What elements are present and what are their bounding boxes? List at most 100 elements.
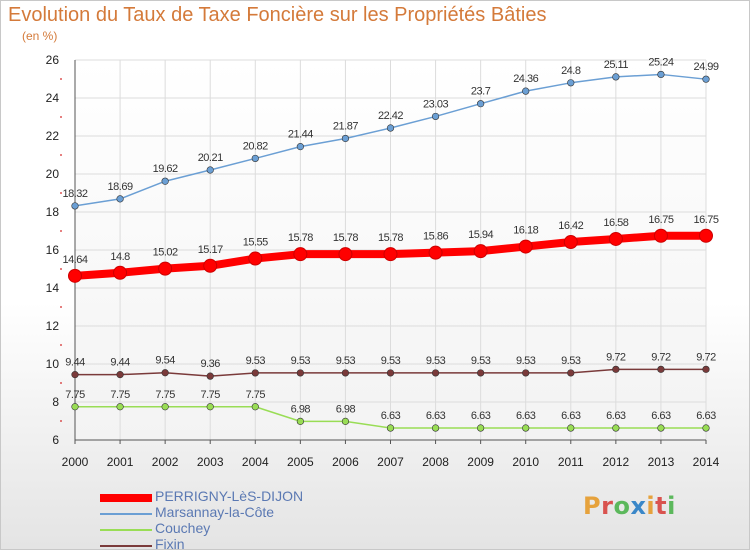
x-tick-label: 2011: [558, 455, 584, 469]
data-label: 6.63: [696, 410, 716, 422]
unit-label: (en %): [22, 29, 58, 43]
data-point: [203, 258, 218, 273]
x-tick-label: 2001: [107, 455, 134, 469]
x-tick-label: 2010: [512, 455, 539, 469]
data-point: [473, 244, 488, 259]
data-point: [386, 424, 395, 432]
legend-swatch: [100, 545, 152, 547]
y-tick-label: 22: [46, 129, 60, 143]
data-label: 20.82: [243, 140, 268, 152]
data-label: 9.53: [246, 355, 266, 367]
data-label: 6.63: [561, 410, 581, 422]
data-labels: 9.44 9.44 9.54 9.36 9.53 9.53 9.53 9.53 9.53 9.53…: [62, 56, 719, 422]
data-label: 18.69: [108, 181, 133, 193]
x-tick-label: 2007: [377, 455, 404, 469]
data-point: [251, 369, 259, 377]
data-label: 6.98: [336, 403, 356, 415]
data-point: [251, 403, 259, 411]
data-label: 15.17: [198, 244, 223, 256]
data-point: [296, 417, 304, 425]
data-point: [296, 143, 304, 151]
data-point: [567, 79, 575, 87]
data-point: [518, 239, 533, 254]
data-label: 9.44: [110, 357, 130, 369]
data-label: 15.55: [243, 237, 268, 249]
data-point: [477, 100, 485, 108]
data-label: 6.63: [426, 410, 446, 422]
data-point: [702, 424, 710, 432]
data-point: [477, 424, 485, 432]
data-point: [293, 247, 308, 262]
data-label: 7.75: [246, 389, 266, 401]
data-label: 9.53: [291, 355, 311, 367]
x-tick-label: 2014: [693, 455, 720, 469]
y-tick-label: 8: [52, 395, 59, 409]
data-label: 14.8: [110, 251, 130, 263]
data-label: 6.98: [291, 403, 311, 415]
data-label: 18.32: [62, 188, 87, 200]
y-tick-label: 26: [46, 53, 60, 67]
x-tick-label: 2005: [287, 455, 314, 469]
legend-swatch: [100, 494, 152, 502]
data-label: 19.62: [153, 163, 178, 175]
legend-label: Fixin: [155, 536, 185, 552]
data-label: 9.53: [561, 355, 581, 367]
x-tick-label: 2009: [467, 455, 494, 469]
legend-swatch: [100, 529, 152, 531]
y-tick-label: 20: [46, 167, 60, 181]
data-point: [251, 154, 259, 163]
data-point: [612, 424, 620, 432]
data-point: [341, 369, 350, 377]
data-point: [71, 202, 79, 210]
data-point: [248, 251, 263, 266]
data-label: 15.94: [468, 229, 493, 241]
data-label: 9.53: [336, 355, 356, 367]
y-tick-label: 6: [52, 433, 59, 447]
data-label: 16.18: [513, 225, 538, 237]
data-point: [68, 268, 82, 283]
data-label: 9.36: [201, 358, 221, 370]
data-label: 21.44: [288, 129, 313, 141]
y-tick-label: 12: [46, 319, 60, 333]
data-label: 15.78: [378, 232, 403, 244]
data-point: [567, 369, 575, 377]
data-point: [428, 245, 443, 260]
x-tick-label: 2006: [332, 455, 359, 469]
data-point: [702, 75, 710, 83]
data-label: 22.42: [378, 110, 403, 122]
data-point: [71, 371, 79, 379]
data-label: 16.75: [648, 214, 673, 226]
series-group: [68, 70, 713, 432]
x-tick-label: 2012: [603, 455, 630, 469]
data-point: [161, 369, 169, 377]
data-label: 7.75: [155, 389, 175, 401]
data-label: 6.63: [651, 410, 671, 422]
data-label: 25.11: [604, 59, 629, 71]
legend-label: Couchey: [155, 520, 211, 536]
data-label: 16.42: [558, 220, 583, 232]
data-point: [341, 417, 350, 425]
y-tick-label: 16: [46, 243, 60, 257]
data-label: 25.24: [648, 56, 673, 68]
data-point: [113, 265, 128, 280]
data-label: 15.78: [288, 232, 313, 244]
data-label: 20.21: [198, 152, 223, 164]
data-point: [612, 365, 620, 373]
data-label: 16.75: [693, 214, 718, 226]
data-label: 9.72: [651, 351, 671, 363]
y-tick-label: 24: [46, 91, 60, 105]
data-point: [341, 134, 350, 143]
data-label: 24.36: [513, 73, 538, 85]
data-label: 15.02: [153, 247, 178, 259]
data-point: [657, 70, 665, 79]
y-tick-label: 10: [46, 357, 60, 371]
data-point: [608, 231, 623, 246]
data-point: [522, 424, 530, 432]
data-label: 6.63: [471, 410, 491, 422]
data-label: 24.99: [693, 61, 718, 73]
data-label: 15.86: [423, 231, 448, 243]
data-point: [161, 177, 169, 185]
data-label: 23.03: [423, 98, 448, 110]
data-label: 6.63: [381, 410, 401, 422]
chart-title: Evolution du Taux de Taxe Foncière sur l…: [8, 4, 547, 26]
